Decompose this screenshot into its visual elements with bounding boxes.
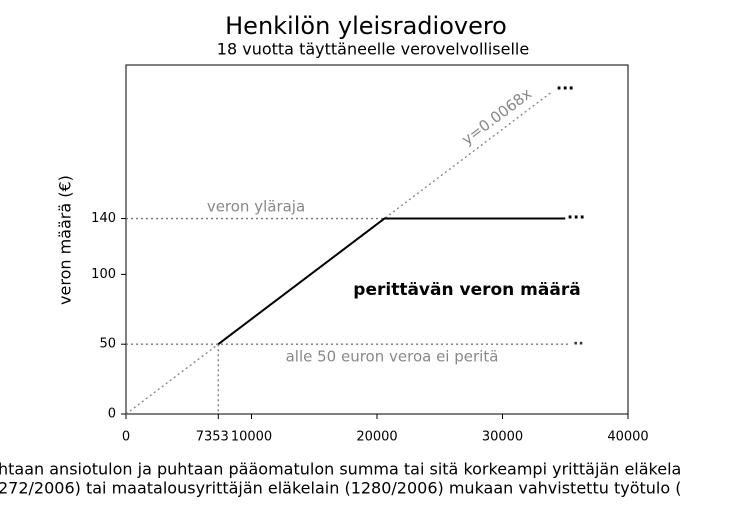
x-tick-label: 20000 xyxy=(356,430,397,445)
series-line xyxy=(125,90,554,415)
y-tick-label: 0 xyxy=(108,407,116,422)
series-label: y=0.0068x xyxy=(458,84,535,148)
x-tick-label: 30000 xyxy=(482,430,523,445)
y-tick-label: 50 xyxy=(99,337,116,352)
x-tick-label: 10000 xyxy=(231,430,272,445)
y-tick-label: 140 xyxy=(91,211,116,226)
x-tick-label: 0 xyxy=(122,430,130,445)
annotation: alle 50 euron veroa ei peritä xyxy=(286,348,499,366)
ellipsis: ··· xyxy=(556,79,574,98)
x-axis-label: htaan ansiotulon ja puhtaan pääomatulon … xyxy=(0,460,681,479)
chart-title: Henkilön yleisradiovero xyxy=(225,12,507,40)
y-axis-label: veron määrä (€) xyxy=(56,175,75,305)
series-label: perittävän veron määrä xyxy=(353,280,580,300)
x-axis-label: 272/2006) tai maatalousyrittäjän eläkela… xyxy=(0,479,681,498)
chart-subtitle: 18 vuotta täyttäneelle verovelvolliselle xyxy=(217,40,529,59)
y-tick-label: 100 xyxy=(91,267,116,282)
x-tick-label: 40000 xyxy=(607,430,648,445)
series-line xyxy=(217,217,566,345)
ellipsis: ·· xyxy=(573,336,584,352)
x-tick-label: 7353 xyxy=(196,430,229,445)
ellipsis: ··· xyxy=(567,208,585,227)
annotation: veron yläraja xyxy=(207,198,305,216)
